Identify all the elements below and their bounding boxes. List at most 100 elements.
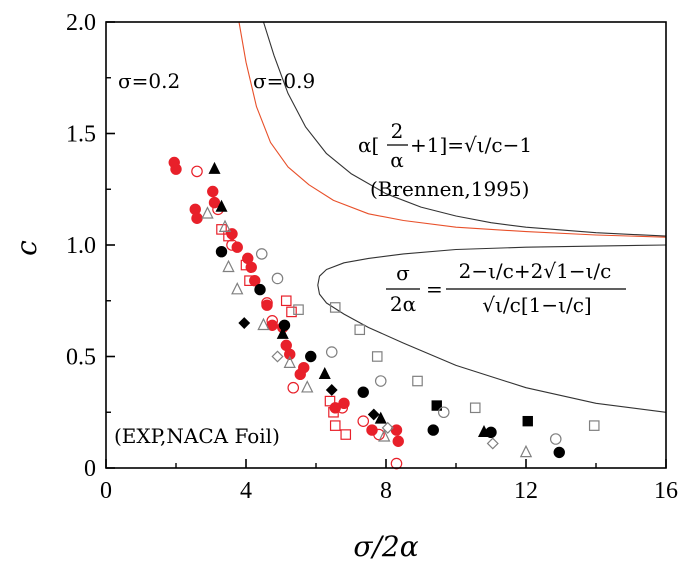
data-point xyxy=(283,355,296,368)
sigma-02-label: σ=0.2 xyxy=(118,69,180,93)
data-point xyxy=(231,282,244,295)
data-point xyxy=(340,429,352,440)
data-point xyxy=(244,275,255,286)
data-point xyxy=(191,165,203,178)
data-point xyxy=(374,411,387,424)
data-point xyxy=(222,259,235,273)
data-point xyxy=(357,386,369,398)
data-point xyxy=(286,306,297,318)
data-point xyxy=(392,435,404,447)
y-tick-label: 2.0 xyxy=(66,10,96,36)
data-point xyxy=(215,245,228,258)
data-point xyxy=(257,317,270,331)
data-point xyxy=(201,206,214,219)
data-point xyxy=(293,304,304,315)
axis-ticks: 0 4 8 12 16 0 0.5 1.0 1.5 2.0 xyxy=(66,10,678,504)
data-point xyxy=(276,326,289,339)
data-point xyxy=(588,420,600,431)
plot-frame xyxy=(105,21,667,469)
data-point xyxy=(329,302,341,313)
data-point xyxy=(427,424,439,436)
experiment-label: (EXP,NACA Foil) xyxy=(114,424,280,448)
data-point xyxy=(374,375,387,387)
data-point xyxy=(378,429,391,442)
data-point xyxy=(266,315,279,327)
data-point xyxy=(226,239,238,251)
data-point xyxy=(522,415,533,427)
data-point xyxy=(381,421,394,434)
data-point xyxy=(238,317,251,329)
eq1-rest: +1]=√ι/c−1 xyxy=(410,133,532,157)
data-point xyxy=(216,224,227,235)
eq1-denominator: α xyxy=(390,148,404,172)
data-point xyxy=(318,367,331,380)
data-point xyxy=(390,424,403,436)
data-point xyxy=(477,425,491,438)
data-point xyxy=(271,272,284,285)
data-point xyxy=(240,259,252,271)
theory-curves xyxy=(238,21,667,413)
brennen-citation: (Brennen,1995) xyxy=(370,177,529,201)
data-point xyxy=(208,161,221,174)
eq1-numerator: 2 xyxy=(391,119,404,143)
data-point xyxy=(519,444,533,458)
x-tick-label: 8 xyxy=(380,478,392,504)
data-point xyxy=(549,433,562,445)
data-point xyxy=(329,420,341,431)
data-point xyxy=(431,400,442,411)
x-tick-label: 4 xyxy=(240,478,252,504)
data-point xyxy=(271,350,284,363)
eq1-lhs: α[ xyxy=(358,133,379,157)
theory-curve xyxy=(262,21,667,237)
theory-curve xyxy=(317,244,667,413)
cavity-equation: σ 2α = 2−ι/c+2√1−ι/c √ι/c[1−ι/c] xyxy=(386,259,626,317)
data-point xyxy=(357,415,370,427)
data-point xyxy=(298,361,310,374)
x-tick-label: 16 xyxy=(654,478,678,504)
eq2-lhs-numerator: σ xyxy=(396,261,410,285)
data-point xyxy=(170,163,182,175)
data-point xyxy=(371,351,383,362)
data-point xyxy=(208,196,221,209)
data-points xyxy=(168,156,600,470)
data-point xyxy=(284,348,296,360)
data-point xyxy=(325,346,338,358)
x-axis-title: σ/2α xyxy=(353,530,418,563)
y-tick-label: 0.5 xyxy=(66,345,96,371)
data-point xyxy=(287,381,300,394)
data-point xyxy=(301,380,314,393)
data-point xyxy=(278,319,291,331)
data-point xyxy=(305,350,317,363)
data-point xyxy=(280,295,292,307)
eq2-rhs-denominator: √ι/c[1−ι/c] xyxy=(482,293,591,317)
data-point xyxy=(328,406,339,418)
x-tick-label: 12 xyxy=(514,478,538,504)
data-point xyxy=(255,248,268,260)
data-point xyxy=(354,324,366,336)
data-point xyxy=(412,375,423,387)
data-point xyxy=(226,228,238,240)
brennen-equation: α[ 2 α +1]=√ι/c−1 xyxy=(358,119,532,172)
x-tick-label: 0 xyxy=(100,478,112,504)
data-point xyxy=(261,299,273,311)
data-point xyxy=(207,185,219,198)
y-tick-label: 0 xyxy=(84,456,96,482)
data-point xyxy=(437,406,450,419)
data-point xyxy=(324,395,336,407)
data-point xyxy=(254,283,266,296)
eq2-equals: = xyxy=(426,277,443,301)
y-tick-label: 1.5 xyxy=(66,122,96,148)
y-axis-title: c xyxy=(10,240,43,256)
data-point xyxy=(553,446,565,459)
data-point xyxy=(390,457,403,470)
y-tick-label: 1.0 xyxy=(66,233,96,259)
data-point xyxy=(325,384,338,396)
eq2-lhs-denominator: 2α xyxy=(390,292,416,316)
data-point xyxy=(191,212,203,224)
data-point xyxy=(215,199,228,212)
theory-curve xyxy=(238,21,667,238)
sigma-09-label: σ=0.9 xyxy=(253,69,315,93)
eq2-rhs-numerator: 2−ι/c+2√1−ι/c xyxy=(459,259,612,283)
data-point xyxy=(218,219,232,232)
